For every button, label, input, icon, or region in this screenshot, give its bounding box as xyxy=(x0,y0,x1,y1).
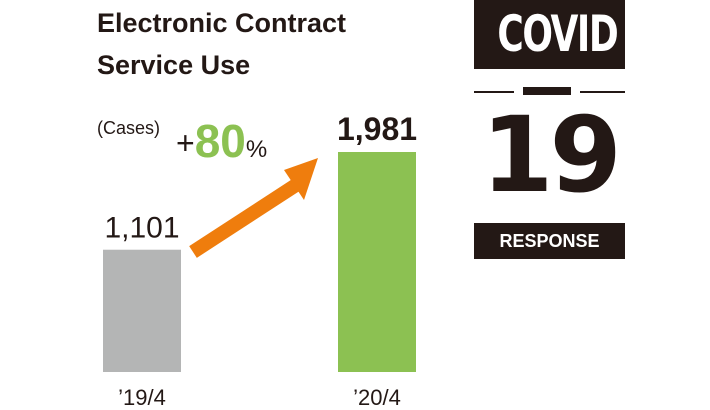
badge-divider-left xyxy=(474,91,514,93)
value-label-2: 1,981 xyxy=(337,111,417,147)
growth-arrow-shaft xyxy=(189,179,300,258)
badge-divider-right xyxy=(580,91,625,93)
value-label-1: 1,101 xyxy=(104,212,179,245)
bar-1 xyxy=(103,249,181,372)
covid-badge-number: 19 xyxy=(481,94,622,216)
covid-badge-top: COVID xyxy=(474,0,625,69)
covid-badge-top-text: COVID xyxy=(497,5,618,63)
growth-annotation: +80% xyxy=(176,118,267,164)
covid-badge-response: RESPONSE xyxy=(474,223,625,259)
category-label-2: ’20/4 xyxy=(353,385,401,410)
bar-2 xyxy=(338,152,416,372)
badge-divider-center xyxy=(523,87,571,95)
growth-sign: + xyxy=(176,125,195,161)
category-label-1: ’19/4 xyxy=(118,385,166,410)
chart-title: Electronic Contract Service Use xyxy=(97,2,346,86)
chart-title-line-1: Electronic Contract xyxy=(97,8,347,38)
growth-value: 80 xyxy=(194,115,246,167)
unit-label: (Cases) xyxy=(97,118,161,138)
bar-chart: 1,101 ’19/4 1,981 ’20/4 xyxy=(103,111,417,410)
growth-arrow-head xyxy=(284,158,318,200)
growth-unit: % xyxy=(245,136,268,163)
chart-title-line-2: Service Use xyxy=(97,50,251,80)
